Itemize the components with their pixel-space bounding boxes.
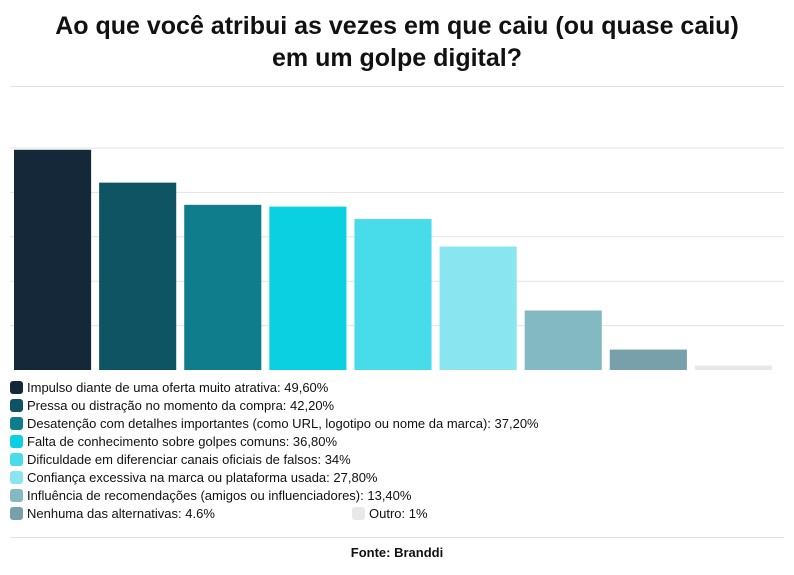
legend-label: Falta de conhecimento sobre golpes comun… — [27, 433, 338, 449]
legend-item-confianca: Confiança excessiva na marca ou platafor… — [10, 470, 377, 485]
legend-swatch — [10, 471, 23, 485]
legend-label: Impulso diante de uma oferta muito atrat… — [27, 379, 329, 395]
legend-row: Nenhuma das alternativas: 4.6% Outro: 1% — [10, 505, 770, 523]
legend-swatch — [10, 434, 23, 448]
bar — [99, 182, 177, 370]
legend-item-outro: Outro: 1% — [352, 506, 428, 521]
legend-label: Desatenção com detalhes importantes (com… — [27, 415, 539, 431]
legend-item-impulso: Impulso diante de uma oferta muito atrat… — [10, 380, 328, 395]
bar — [609, 349, 687, 370]
chart-title: Ao que você atribui as vezes em que caiu… — [0, 10, 794, 74]
legend-swatch — [10, 380, 23, 394]
bar — [694, 365, 772, 370]
legend-label: Dificuldade em diferenciar canais oficia… — [27, 451, 351, 467]
bar — [354, 219, 432, 370]
chart-title-line-2: em um golpe digital? — [271, 44, 522, 72]
legend-row: Dificuldade em diferenciar canais oficia… — [10, 450, 770, 468]
legend-row: Confiança excessiva na marca ou platafor… — [10, 468, 770, 486]
legend-row: Pressa ou distração no momento da compra… — [10, 396, 770, 414]
legend-label: Nenhuma das alternativas: 4.6% — [27, 506, 215, 522]
legend-swatch — [10, 398, 23, 412]
bar — [269, 206, 347, 370]
legend-label: Outro: 1% — [369, 506, 428, 522]
legend-item-dificuldade: Dificuldade em diferenciar canais oficia… — [10, 452, 351, 467]
bar — [524, 310, 602, 370]
legend-label: Confiança excessiva na marca ou platafor… — [27, 470, 378, 486]
chart-title-line-1: Ao que você atribui as vezes em que caiu… — [55, 12, 739, 40]
legend: Impulso diante de uma oferta muito atrat… — [10, 378, 770, 523]
legend-item-nenhuma: Nenhuma das alternativas: 4.6% — [10, 506, 352, 521]
legend-row: Desatenção com detalhes importantes (com… — [10, 414, 770, 432]
source-note: Fonte: Branddi — [350, 545, 444, 560]
legend-swatch — [10, 489, 23, 503]
source-divider — [10, 537, 784, 538]
legend-swatch — [10, 507, 23, 521]
legend-swatch — [10, 416, 23, 430]
title-divider — [10, 86, 784, 87]
bar-chart — [10, 147, 784, 370]
legend-item-pressa: Pressa ou distração no momento da compra… — [10, 398, 334, 413]
legend-item-falta-conhecimento: Falta de conhecimento sobre golpes comun… — [10, 434, 337, 449]
legend-row: Impulso diante de uma oferta muito atrat… — [10, 378, 770, 396]
bar — [439, 246, 517, 370]
legend-swatch — [352, 507, 365, 521]
legend-item-influencia: Influência de recomendações (amigos ou i… — [10, 488, 411, 503]
bar — [184, 204, 262, 370]
bar — [14, 149, 92, 370]
legend-swatch — [10, 452, 23, 466]
legend-row: Influência de recomendações (amigos ou i… — [10, 487, 770, 505]
legend-row: Falta de conhecimento sobre golpes comun… — [10, 432, 770, 450]
legend-label: Pressa ou distração no momento da compra… — [27, 397, 335, 413]
legend-label: Influência de recomendações (amigos ou i… — [27, 488, 412, 504]
legend-item-desatencao: Desatenção com detalhes importantes (com… — [10, 416, 539, 431]
